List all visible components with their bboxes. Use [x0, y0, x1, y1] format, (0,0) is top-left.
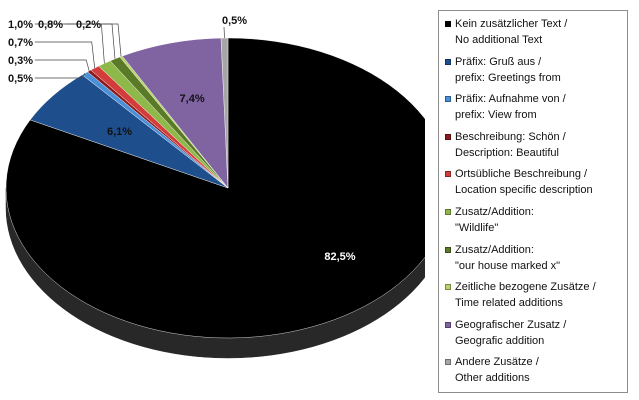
legend-label-line2-9: Other additions	[455, 372, 530, 385]
data-label-1: 6,1%	[107, 126, 132, 138]
legend-swatch-8	[445, 321, 451, 328]
legend-swatch-3	[445, 133, 451, 140]
pie-slice-8	[121, 37, 229, 189]
legend: Kein zusätzlicher Text / No additional Te…	[438, 10, 628, 393]
legend-label-line2-1: prefix: Greetings from	[455, 71, 561, 84]
legend-item-0: Kein zusätzlicher Text / No additional Te…	[445, 16, 627, 48]
legend-swatch-2	[445, 96, 451, 103]
data-label-2: 0,5%	[8, 73, 33, 85]
legend-label-line1-0: Kein zusätzlicher Text /	[455, 18, 568, 30]
legend-item-4: Ortsübliche Beschreibung / Location speci…	[445, 166, 627, 198]
pie-chart: 82,5% 6,1% 0,5% 0,3% 0,7% 1,0% 0,8% 0,2% 7,4% 0,5…	[5, 15, 425, 359]
leader-line-2	[34, 73, 86, 79]
legend-label-line2-5: "Wildlife"	[455, 222, 499, 234]
legend-swatch-6	[445, 246, 451, 253]
legend-label-line1-4: Ortsübliche Beschreibung /	[455, 168, 588, 181]
legend-item-9: Andere Zusätze / Other additions	[445, 354, 627, 386]
pie-slice-0	[5, 37, 425, 339]
legend-item-7: Zeitliche bezogene Zusätze / Time related…	[445, 279, 627, 311]
legend-item-3: Beschreibung: Schön / Description: Beauti…	[445, 129, 627, 161]
legend-item-1: Präfix: Gruß aus / prefix: Greetings from	[445, 54, 627, 86]
legend-swatch-9	[445, 359, 451, 366]
legend-label-line1-3: Beschreibung: Schön /	[455, 130, 566, 143]
legend-item-2: Präfix: Aufnahme von / prefix: View from	[445, 91, 627, 123]
legend-label-line2-7: Time related additions	[455, 297, 563, 310]
leader-line-7	[102, 23, 122, 57]
legend-label-line1-8: Geografischer Zusatz /	[455, 318, 567, 331]
legend-label-line1-1: Präfix: Gruß aus /	[455, 55, 542, 68]
pie-chart-svg: 82,5% 6,1% 0,5% 0,3% 0,7% 1,0% 0,8% 0,2% 7,4% 0,5…	[5, 15, 425, 359]
data-label-3: 0,3%	[8, 55, 33, 67]
legend-swatch-1	[445, 58, 451, 65]
legend-label-line1-6: Zusatz/Addition:	[455, 243, 534, 256]
legend-label-line1-7: Zeitliche bezogene Zusätze /	[455, 281, 596, 294]
data-label-7: 0,2%	[76, 19, 101, 31]
legend-item-6: Zusatz/Addition: "our house marked x"	[445, 242, 627, 274]
legend-label-line1-9: Andere Zusätze /	[455, 356, 539, 369]
leader-line-4	[34, 41, 96, 69]
data-label-4: 0,7%	[8, 37, 33, 49]
leader-line-9	[223, 26, 225, 39]
legend-item-8: Geografischer Zusatz / Geografic addition	[445, 317, 627, 349]
leader-line-3	[34, 59, 90, 72]
data-label-5: 1,0%	[8, 19, 33, 31]
legend-label-line2-3: Description: Beautiful	[455, 146, 559, 159]
legend-label-line2-8: Geografic addition	[455, 334, 545, 347]
legend-label-line1-2: Präfix: Aufnahme von /	[455, 93, 566, 106]
data-label-0: 82,5%	[324, 251, 355, 263]
legend-swatch-4	[445, 171, 451, 178]
legend-label-line2-4: Location specific description	[455, 184, 593, 197]
legend-swatch-5	[445, 209, 451, 215]
legend-label-line2-0: No additional Text	[455, 34, 543, 46]
legend-swatch-0	[445, 21, 451, 27]
legend-label-line2-6: "our house marked x"	[455, 259, 561, 272]
data-label-6: 0,8%	[38, 19, 63, 31]
legend-label-line1-5: Zusatz/Addition:	[455, 206, 534, 218]
legend-item-5: Zusatz/Addition: "Wildlife"	[445, 204, 627, 236]
legend-swatch-7	[445, 284, 451, 291]
pie-tops	[5, 37, 425, 339]
data-label-9: 0,5%	[222, 15, 247, 27]
pie-labels: 82,5% 6,1% 0,5% 0,3% 0,7% 1,0% 0,8% 0,2% 7,4% 0,5…	[8, 15, 356, 263]
data-label-8: 7,4%	[180, 93, 205, 105]
legend-label-line2-2: prefix: View from	[455, 109, 537, 122]
